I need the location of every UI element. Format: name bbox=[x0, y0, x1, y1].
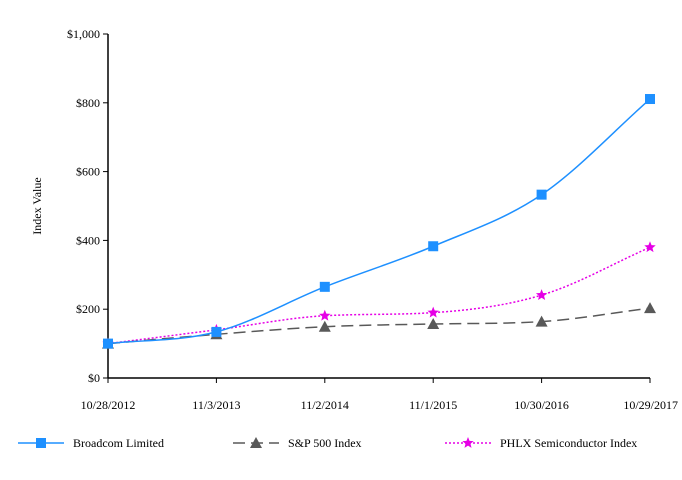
series-1 bbox=[102, 302, 656, 349]
series-line bbox=[107, 246, 651, 345]
legend-label: PHLX Semiconductor Index bbox=[500, 436, 637, 450]
y-tick-label: $200 bbox=[76, 302, 100, 316]
y-tick-label: $800 bbox=[76, 96, 100, 110]
data-point bbox=[103, 338, 113, 349]
series-0 bbox=[103, 94, 655, 349]
data-point bbox=[536, 189, 547, 200]
x-tick-label: 11/2/2014 bbox=[301, 398, 349, 412]
data-point bbox=[318, 320, 331, 332]
x-axis: 10/28/2012 11/3/2013 11/2/2014 11/1/2015 10/… bbox=[81, 377, 678, 412]
data-point bbox=[535, 315, 548, 327]
data-point bbox=[644, 302, 656, 314]
legend-item: PHLX Semiconductor Index bbox=[445, 436, 637, 450]
y-axis-title: Index Value bbox=[30, 177, 44, 234]
y-axis: $0 $200 $400 $600 $800 $1,000 bbox=[67, 27, 109, 385]
y-tick-label: $0 bbox=[88, 371, 100, 385]
data-point bbox=[535, 289, 548, 300]
series-2 bbox=[102, 241, 656, 349]
legend-marker bbox=[36, 438, 46, 448]
legend-marker bbox=[250, 437, 262, 448]
data-point bbox=[427, 306, 439, 318]
legend-label: Broadcom Limited bbox=[73, 436, 164, 450]
legend-marker bbox=[462, 437, 474, 448]
series-line bbox=[107, 307, 651, 345]
data-point bbox=[319, 309, 331, 321]
series-layer bbox=[102, 94, 656, 349]
legend-label: S&P 500 Index bbox=[288, 436, 362, 450]
legend: Broadcom Limited S&P 500 Index PHLX Semico… bbox=[18, 436, 637, 450]
y-tick-label: $1,000 bbox=[67, 27, 100, 41]
data-point bbox=[428, 241, 439, 252]
data-point bbox=[427, 317, 440, 329]
data-point bbox=[644, 241, 656, 253]
x-tick-label: 10/30/2016 bbox=[514, 398, 569, 412]
x-tick-label: 10/29/2017 bbox=[623, 398, 678, 412]
y-tick-label: $600 bbox=[76, 165, 100, 179]
x-tick-label: 11/1/2015 bbox=[409, 398, 457, 412]
legend-item: S&P 500 Index bbox=[233, 436, 362, 450]
data-point bbox=[645, 94, 655, 105]
data-point bbox=[211, 326, 222, 337]
series-line bbox=[107, 98, 651, 345]
x-tick-label: 11/3/2013 bbox=[192, 398, 240, 412]
data-point bbox=[319, 281, 330, 292]
legend-item: Broadcom Limited bbox=[18, 436, 164, 450]
x-tick-label: 10/28/2012 bbox=[81, 398, 136, 412]
y-tick-label: $400 bbox=[76, 233, 100, 247]
